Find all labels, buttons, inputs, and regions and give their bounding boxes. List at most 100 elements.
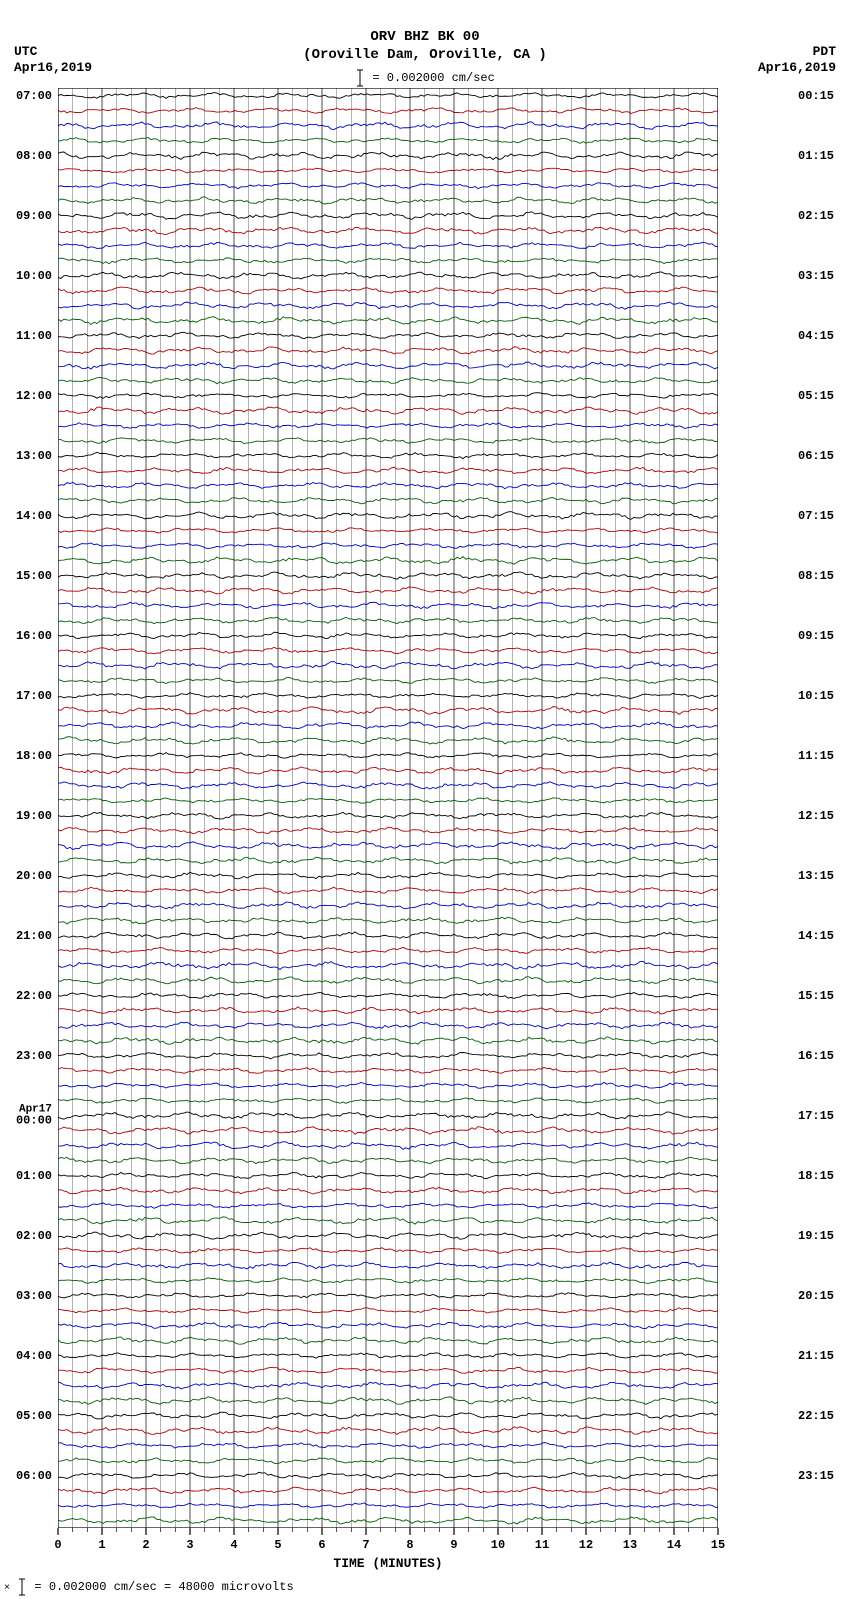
tz-left-date: Apr16,2019	[14, 60, 92, 76]
x-tick-label: 14	[667, 1538, 681, 1552]
tz-right-date: Apr16,2019	[758, 60, 836, 76]
title-line2: (Oroville Dam, Oroville, CA )	[0, 46, 850, 64]
chart-header: ORV BHZ BK 00 (Oroville Dam, Oroville, C…	[0, 0, 850, 88]
hour-label-text: 22:00	[0, 989, 52, 1003]
hour-label-text: 22:15	[798, 1409, 850, 1423]
x-tick-label: 5	[274, 1538, 281, 1552]
hour-label: 19:00	[0, 809, 56, 823]
hour-label: 02:15	[794, 209, 850, 223]
x-tick-label: 11	[535, 1538, 549, 1552]
hour-label: 12:15	[794, 809, 850, 823]
hour-label-text: 17:15	[798, 1109, 850, 1123]
hour-label: 21:15	[794, 1349, 850, 1363]
hour-label-text: 14:15	[798, 929, 850, 943]
hour-label: 00:15	[794, 89, 850, 103]
hour-label-text: 00:15	[798, 89, 850, 103]
hour-label-text: 09:15	[798, 629, 850, 643]
hour-label-text: 13:15	[798, 869, 850, 883]
hour-label: 11:00	[0, 329, 56, 343]
x-tick-label: 4	[230, 1538, 237, 1552]
hour-label: 20:00	[0, 869, 56, 883]
hour-label: 09:15	[794, 629, 850, 643]
title-line1: ORV BHZ BK 00	[0, 28, 850, 46]
hour-label-text: 12:00	[0, 389, 52, 403]
hour-label-text: 16:15	[798, 1049, 850, 1063]
x-tick-label: 15	[711, 1538, 725, 1552]
hour-label: 17:15	[794, 1109, 850, 1123]
hour-label-text: 23:15	[798, 1469, 850, 1483]
footer-text: = 0.002000 cm/sec = 48000 microvolts	[34, 1580, 293, 1594]
hour-label: 17:00	[0, 689, 56, 703]
hour-label: 08:15	[794, 569, 850, 583]
hour-label: 15:15	[794, 989, 850, 1003]
hour-label: 04:00	[0, 1349, 56, 1363]
hour-label-text: 18:00	[0, 749, 52, 763]
hour-label-text: 21:00	[0, 929, 52, 943]
hour-label: 01:15	[794, 149, 850, 163]
x-tick-label: 12	[579, 1538, 593, 1552]
hour-label: 10:15	[794, 689, 850, 703]
hour-label: 08:00	[0, 149, 56, 163]
hour-label-text: 04:15	[798, 329, 850, 343]
hour-label: 23:15	[794, 1469, 850, 1483]
x-tick-label: 3	[186, 1538, 193, 1552]
hour-label: 05:00	[0, 1409, 56, 1423]
hour-label-text: 10:15	[798, 689, 850, 703]
hour-label-text: 11:00	[0, 329, 52, 343]
hour-label-text: 08:00	[0, 149, 52, 163]
x-tick-label: 10	[491, 1538, 505, 1552]
hour-label-text: 15:00	[0, 569, 52, 583]
x-axis-title: TIME (MINUTES)	[58, 1556, 718, 1571]
timezone-left: UTC Apr16,2019	[14, 44, 92, 75]
scale-caption-text: = 0.002000 cm/sec	[372, 72, 494, 86]
hour-label: 22:00	[0, 989, 56, 1003]
hour-label: 07:00	[0, 89, 56, 103]
hour-label: 16:15	[794, 1049, 850, 1063]
hour-label: 03:00	[0, 1289, 56, 1303]
hour-label: 23:00	[0, 1049, 56, 1063]
tz-left-label: UTC	[14, 44, 92, 60]
hour-label: 13:15	[794, 869, 850, 883]
scale-caption: = 0.002000 cm/sec	[0, 68, 850, 88]
hour-label: 18:00	[0, 749, 56, 763]
hour-label-text: 15:15	[798, 989, 850, 1003]
x-tick-label: 0	[54, 1538, 61, 1552]
hour-label: 03:15	[794, 269, 850, 283]
hour-label: 19:15	[794, 1229, 850, 1243]
hour-label-text: 02:15	[798, 209, 850, 223]
x-tick-label: 6	[318, 1538, 325, 1552]
hour-label: 06:15	[794, 449, 850, 463]
hour-label-text: 20:15	[798, 1289, 850, 1303]
hour-label-text: 18:15	[798, 1169, 850, 1183]
scale-bar-icon	[355, 68, 365, 88]
hour-label: 14:15	[794, 929, 850, 943]
hour-label: 01:00	[0, 1169, 56, 1183]
hour-label: 21:00	[0, 929, 56, 943]
hour-label: 11:15	[794, 749, 850, 763]
hour-label-text: 13:00	[0, 449, 52, 463]
hour-label-text: 04:00	[0, 1349, 52, 1363]
hour-label: 09:00	[0, 209, 56, 223]
hour-label: 16:00	[0, 629, 56, 643]
hour-label-text: 21:15	[798, 1349, 850, 1363]
scale-bar-icon	[17, 1577, 27, 1597]
hour-label: 05:15	[794, 389, 850, 403]
hour-label-text: 09:00	[0, 209, 52, 223]
hour-label: Apr1700:00	[0, 1104, 56, 1127]
x-tick-label: 1	[98, 1538, 105, 1552]
hour-label-text: 12:15	[798, 809, 850, 823]
hour-label: 04:15	[794, 329, 850, 343]
hour-label-text: 00:00	[0, 1113, 52, 1127]
hour-label-text: 08:15	[798, 569, 850, 583]
hour-label-text: 16:00	[0, 629, 52, 643]
hour-label: 06:00	[0, 1469, 56, 1483]
hour-label-text: 01:00	[0, 1169, 52, 1183]
x-axis-ticks-svg	[58, 1528, 718, 1538]
utc-hour-labels: 07:0008:0009:0010:0011:0012:0013:0014:00…	[0, 88, 56, 1528]
hour-label-text: 19:15	[798, 1229, 850, 1243]
hour-label: 14:00	[0, 509, 56, 523]
hour-label: 02:00	[0, 1229, 56, 1243]
hour-label-text: 07:00	[0, 89, 52, 103]
hour-label-text: 05:15	[798, 389, 850, 403]
timezone-right: PDT Apr16,2019	[758, 44, 836, 75]
